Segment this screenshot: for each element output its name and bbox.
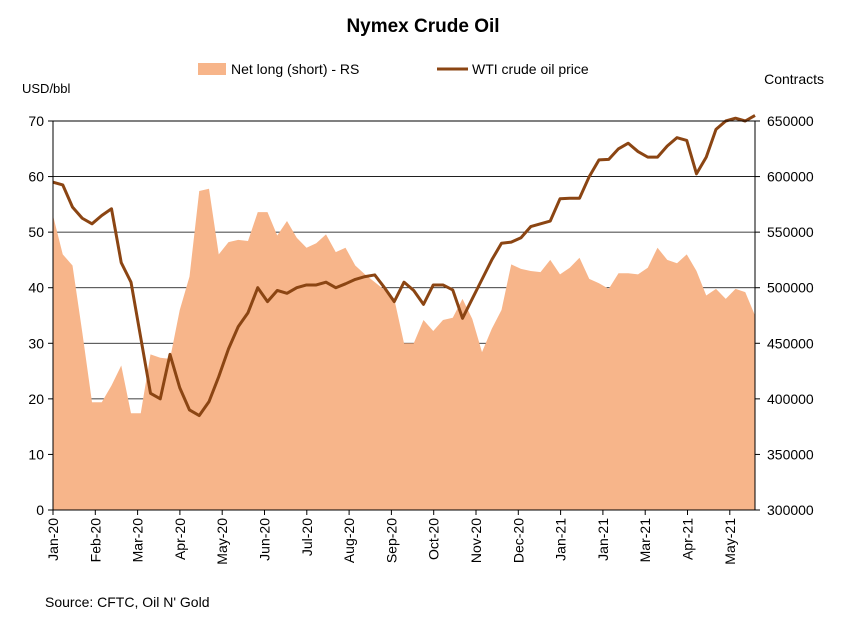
left-tick-label: 50 xyxy=(28,224,44,240)
left-tick-label: 0 xyxy=(36,502,44,518)
x-tick-label: Jul-20 xyxy=(299,518,315,556)
left-tick-label: 60 xyxy=(28,169,44,185)
wti-price-line xyxy=(52,114,756,418)
right-tick-label: 550000 xyxy=(767,224,814,240)
left-tick-label: 30 xyxy=(28,335,44,351)
right-tick-label: 350000 xyxy=(767,446,814,462)
plot-border xyxy=(52,120,756,511)
x-tick-label: Apr-21 xyxy=(680,518,696,560)
x-tick-label: Nov-20 xyxy=(468,518,484,563)
right-tick-labels: 300000 350000 400000 450000 500000 550000 6000… xyxy=(767,113,814,518)
axes xyxy=(48,120,760,511)
x-tick-label: Oct-20 xyxy=(426,518,442,560)
x-tick-label: Aug-20 xyxy=(341,518,357,563)
left-tick-label: 10 xyxy=(28,446,44,462)
x-tick-label: Apr-20 xyxy=(172,518,188,560)
x-tick-label: May-21 xyxy=(722,518,738,565)
source-note: Source: CFTC, Oil N' Gold xyxy=(45,594,210,610)
right-tick-label: 400000 xyxy=(767,391,814,407)
left-axis-label: USD/bbl xyxy=(22,81,71,96)
x-tick-labels: Jan-20 Feb-20 Mar-20 Apr-20 May-20 Jun-20 Jul-… xyxy=(45,510,738,565)
net-long-area xyxy=(53,188,755,511)
right-tick-label: 300000 xyxy=(767,502,814,518)
left-tick-label: 20 xyxy=(28,391,44,407)
wti-price-line-layer xyxy=(52,114,756,418)
x-tick-label: Jun-20 xyxy=(257,518,273,561)
right-tick-label: 450000 xyxy=(767,335,814,351)
x-tick-label: Mar-21 xyxy=(637,518,653,563)
x-tick-label: Mar-20 xyxy=(130,518,146,563)
x-tick-label: Jan-21 xyxy=(553,518,569,561)
x-tick-label: May-20 xyxy=(214,518,230,565)
x-tick-label: Feb-20 xyxy=(87,518,103,563)
left-tick-labels: 0 10 20 30 40 50 60 70 xyxy=(28,113,44,518)
net-long-area-layer xyxy=(53,188,755,511)
x-tick-label: Jan-20 xyxy=(45,518,61,561)
right-axis-label: Contracts xyxy=(764,71,824,87)
x-tick-label: Jan-21 xyxy=(595,518,611,561)
left-tick-label: 40 xyxy=(28,280,44,296)
legend-swatch-area xyxy=(198,63,226,75)
chart-title: Nymex Crude Oil xyxy=(346,16,499,37)
x-tick-label: Sep-20 xyxy=(383,518,399,563)
right-tick-label: 650000 xyxy=(767,113,814,129)
legend: Net long (short) - RS WTI crude oil pric… xyxy=(198,61,589,77)
x-tick-label: Dec-20 xyxy=(510,518,526,563)
legend-label-line: WTI crude oil price xyxy=(472,61,589,77)
legend-label-area: Net long (short) - RS xyxy=(231,61,359,77)
left-tick-label: 70 xyxy=(28,113,44,129)
right-tick-label: 500000 xyxy=(767,280,814,296)
right-tick-label: 600000 xyxy=(767,169,814,185)
